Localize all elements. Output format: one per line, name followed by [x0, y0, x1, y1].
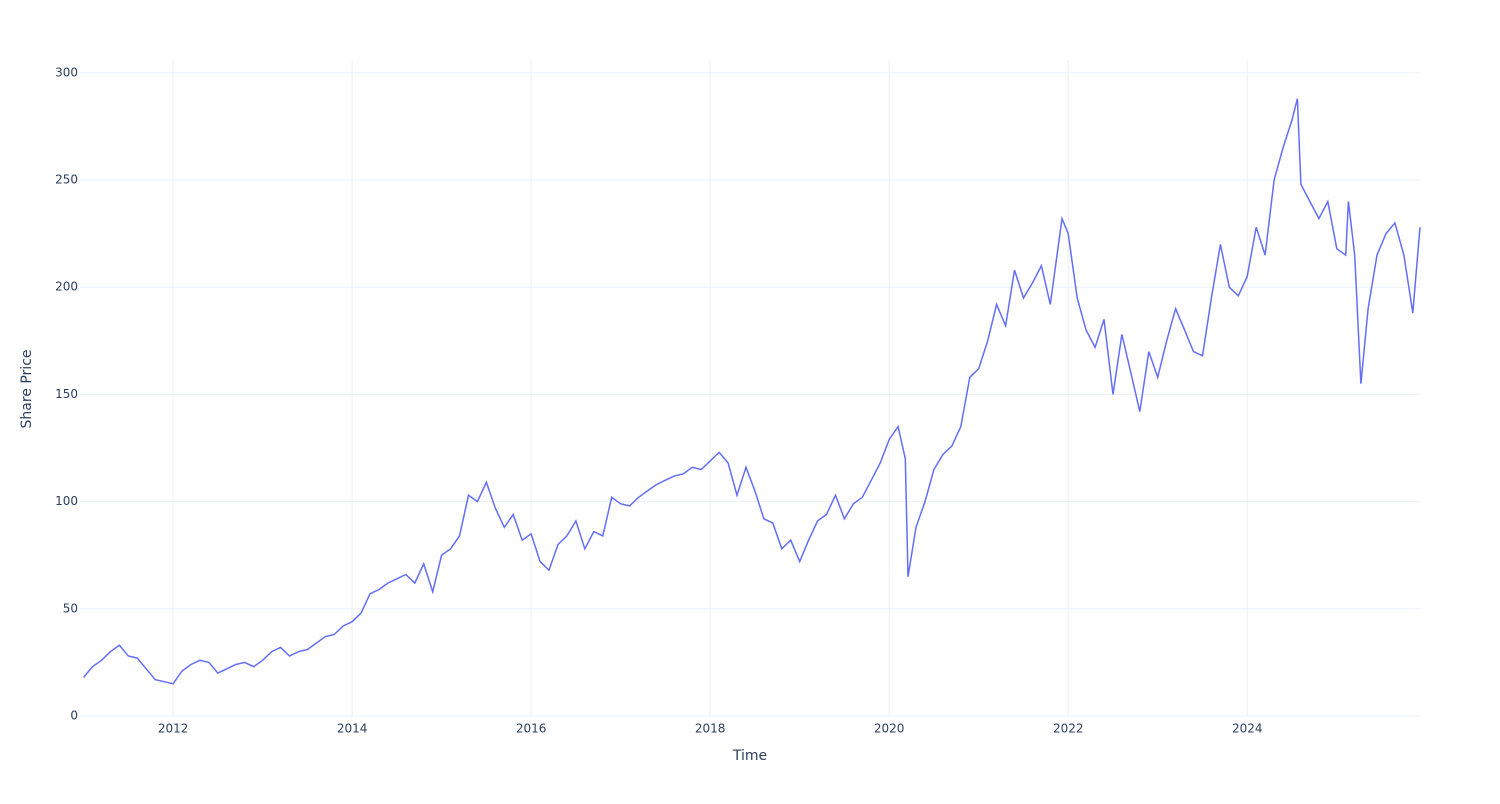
x-tick-label: 2020	[874, 722, 905, 736]
x-tick-label: 2022	[1053, 722, 1084, 736]
x-tick-label: 2018	[695, 722, 726, 736]
y-tick-label: 250	[55, 173, 78, 187]
y-tick-label: 0	[70, 709, 78, 723]
line-series	[83, 98, 1421, 685]
y-tick-label: 300	[55, 65, 78, 79]
x-tick-label: 2016	[516, 722, 547, 736]
y-axis-label: Share Price	[19, 349, 35, 428]
y-tick-label: 200	[55, 280, 78, 294]
x-tick-label: 2012	[158, 722, 189, 736]
x-axis-label: Time	[732, 748, 767, 764]
y-tick-label: 100	[55, 494, 78, 508]
x-tick-label: 2014	[337, 722, 368, 736]
y-tick-label: 50	[63, 601, 78, 615]
x-tick-label: 2024	[1232, 722, 1263, 736]
y-tick-label: 150	[55, 387, 78, 401]
